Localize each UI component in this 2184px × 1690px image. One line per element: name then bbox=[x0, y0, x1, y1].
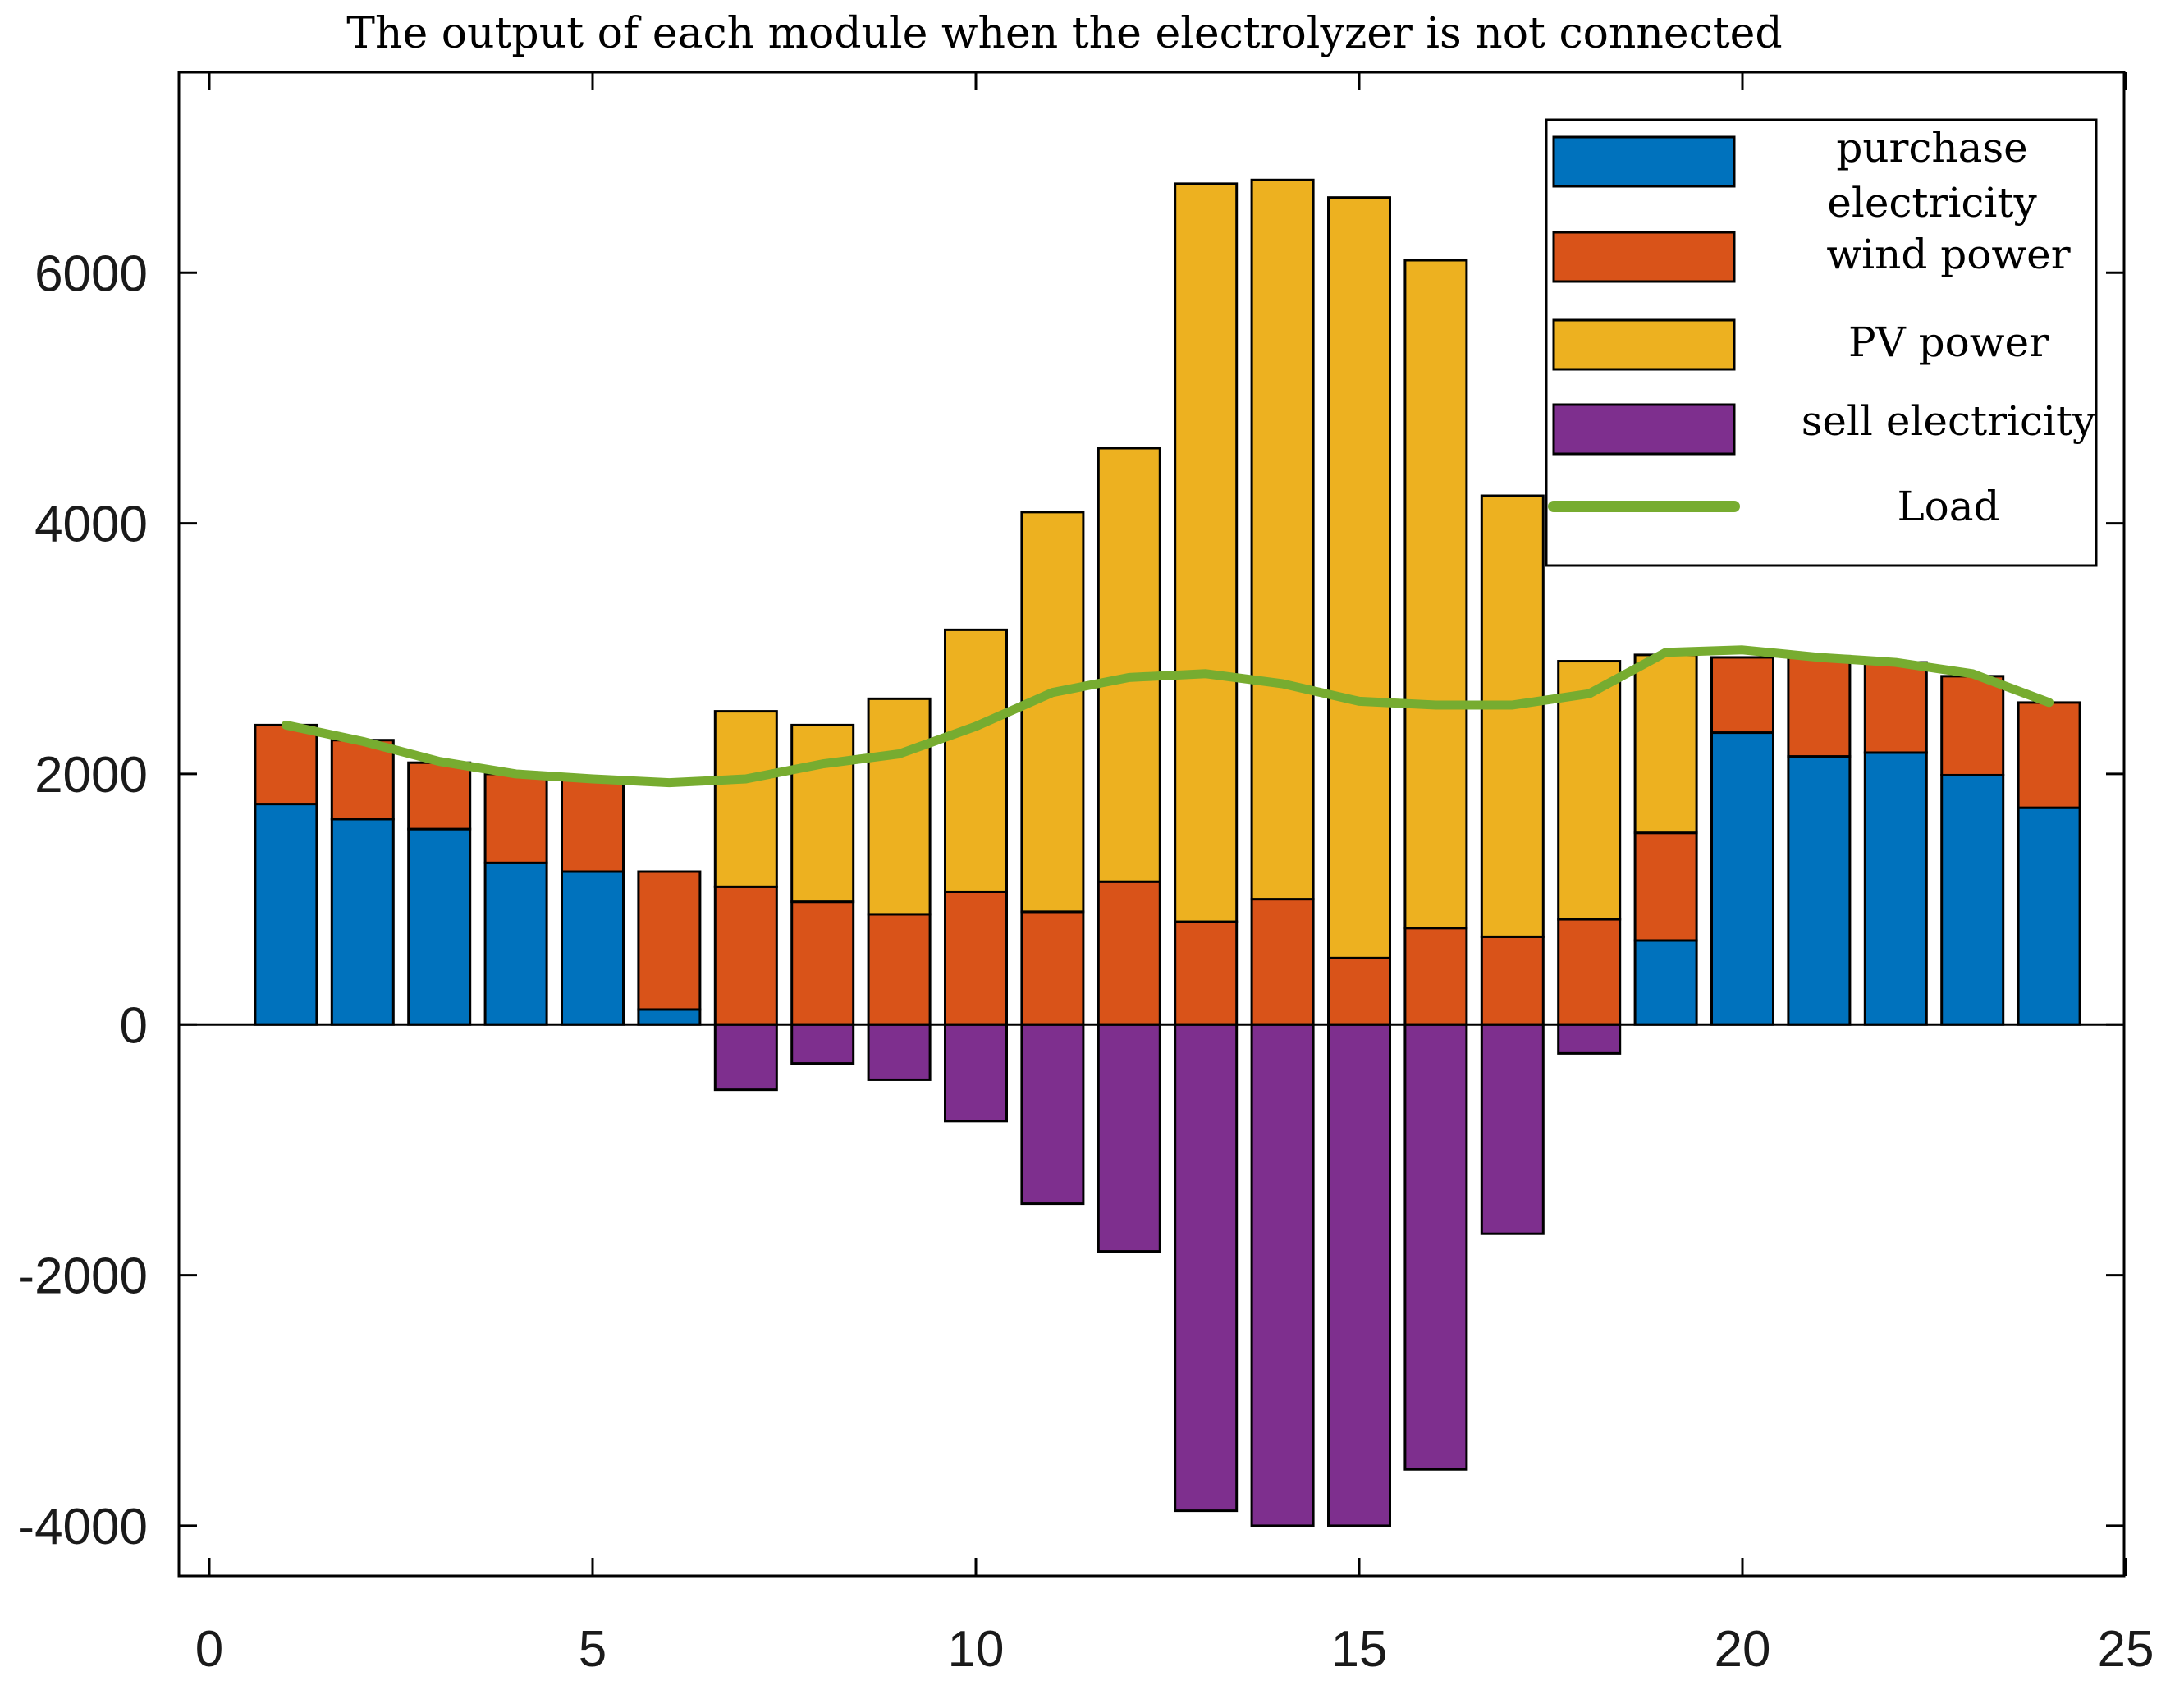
bar-purchase-electricity-2 bbox=[330, 818, 395, 1026]
bar-wind-power-18 bbox=[1557, 918, 1622, 1026]
axes-box bbox=[177, 71, 2126, 1578]
bar-sell-electricity-8 bbox=[790, 1023, 855, 1065]
bar-wind-power-15 bbox=[1327, 956, 1391, 1026]
bar-sell-electricity-13 bbox=[1174, 1023, 1239, 1513]
bar-purchase-electricity-5 bbox=[561, 870, 625, 1026]
bar-wind-power-16 bbox=[1403, 927, 1468, 1026]
bar-PV-power-15 bbox=[1327, 196, 1391, 959]
chart-title: The output of each module when the elect… bbox=[346, 9, 1782, 58]
bar-wind-power-17 bbox=[1480, 935, 1545, 1026]
y-tick-label--2000: -2000 bbox=[17, 1248, 148, 1305]
x-tick-label-20: 20 bbox=[1715, 1621, 1771, 1678]
bar-wind-power-5 bbox=[561, 777, 625, 873]
bar-wind-power-7 bbox=[713, 885, 778, 1026]
bar-purchase-electricity-3 bbox=[407, 827, 472, 1026]
x-tick-label-0: 0 bbox=[195, 1621, 223, 1678]
y-tick-label-0: 0 bbox=[120, 997, 148, 1054]
x-tick-label-5: 5 bbox=[579, 1621, 607, 1678]
bar-sell-electricity-18 bbox=[1557, 1023, 1622, 1055]
bar-purchase-electricity-6 bbox=[637, 1008, 702, 1026]
bar-wind-power-6 bbox=[637, 870, 702, 1011]
bar-wind-power-10 bbox=[944, 890, 1008, 1026]
bar-wind-power-11 bbox=[1020, 910, 1085, 1026]
x-tick-label-15: 15 bbox=[1331, 1621, 1388, 1678]
bar-sell-electricity-17 bbox=[1480, 1023, 1545, 1235]
legend-swatch-purchase-electricity bbox=[1552, 135, 1736, 188]
bar-sell-electricity-7 bbox=[713, 1023, 778, 1092]
bar-PV-power-18 bbox=[1557, 660, 1622, 921]
bar-sell-electricity-10 bbox=[944, 1023, 1008, 1123]
bar-wind-power-23 bbox=[1940, 675, 2005, 776]
bar-PV-power-8 bbox=[790, 723, 855, 904]
bar-purchase-electricity-21 bbox=[1787, 755, 1852, 1026]
y-tick-label--4000: -4000 bbox=[17, 1499, 148, 1555]
bar-wind-power-20 bbox=[1710, 656, 1774, 735]
legend-label-load: Load bbox=[1897, 483, 1999, 530]
bar-sell-electricity-16 bbox=[1403, 1023, 1468, 1471]
bar-sell-electricity-14 bbox=[1250, 1023, 1315, 1527]
bar-purchase-electricity-4 bbox=[483, 861, 548, 1026]
bar-PV-power-13 bbox=[1174, 182, 1239, 923]
bar-wind-power-12 bbox=[1097, 880, 1161, 1026]
bar-purchase-electricity-1 bbox=[254, 803, 318, 1026]
x-tick-label-10: 10 bbox=[948, 1621, 1005, 1678]
bar-wind-power-24 bbox=[2017, 701, 2081, 809]
load-line bbox=[281, 645, 2054, 788]
bars-layer bbox=[254, 178, 2081, 1527]
bar-PV-power-9 bbox=[867, 697, 932, 916]
bar-wind-power-9 bbox=[867, 913, 932, 1026]
y-tick-label-2000: 2000 bbox=[34, 747, 148, 804]
legend-label-purchase-electricity-line1: purchase bbox=[1836, 124, 2027, 172]
legend-label-wind-power: wind power bbox=[1826, 231, 2070, 278]
legend-swatch-sell-electricity bbox=[1552, 403, 1736, 456]
bar-PV-power-10 bbox=[944, 628, 1008, 893]
bar-PV-power-7 bbox=[713, 710, 778, 888]
ticks-layer: 0 5 10 15 20 25 -4000 -2000 0 2000 4000 6000 bbox=[17, 72, 2154, 1678]
bar-PV-power-14 bbox=[1250, 178, 1315, 901]
bar-sell-electricity-9 bbox=[867, 1023, 932, 1081]
legend-label-pv-power: PV power bbox=[1848, 318, 2049, 366]
y-tick-label-6000: 6000 bbox=[34, 245, 148, 302]
bar-PV-power-11 bbox=[1020, 511, 1085, 914]
bar-purchase-electricity-20 bbox=[1710, 731, 1774, 1026]
bar-wind-power-1 bbox=[254, 723, 318, 806]
legend-label-sell-electricity: sell electricity bbox=[1802, 397, 2096, 445]
bar-PV-power-12 bbox=[1097, 447, 1161, 883]
bar-sell-electricity-12 bbox=[1097, 1023, 1161, 1253]
bar-PV-power-19 bbox=[1633, 653, 1698, 835]
bar-purchase-electricity-23 bbox=[1940, 773, 2005, 1026]
bar-wind-power-2 bbox=[330, 739, 395, 821]
bar-purchase-electricity-24 bbox=[2017, 806, 2081, 1026]
bar-wind-power-14 bbox=[1250, 898, 1315, 1026]
legend: purchase electricity wind power PV power… bbox=[1545, 118, 2098, 567]
bar-wind-power-22 bbox=[1863, 661, 1928, 754]
x-tick-label-25: 25 bbox=[2098, 1621, 2154, 1678]
bar-wind-power-8 bbox=[790, 900, 855, 1026]
legend-label-purchase-electricity-line2: electricity bbox=[1827, 179, 2037, 227]
legend-swatch-pv-power bbox=[1552, 318, 1736, 371]
bar-wind-power-13 bbox=[1174, 920, 1239, 1026]
bar-purchase-electricity-19 bbox=[1633, 939, 1698, 1026]
legend-swatch-wind-power bbox=[1552, 231, 1736, 283]
bar-purchase-electricity-22 bbox=[1863, 751, 1928, 1026]
bar-PV-power-16 bbox=[1403, 259, 1468, 930]
bar-sell-electricity-11 bbox=[1020, 1023, 1085, 1206]
bar-wind-power-21 bbox=[1787, 654, 1852, 758]
bar-wind-power-3 bbox=[407, 761, 472, 831]
bar-wind-power-19 bbox=[1633, 831, 1698, 942]
bar-PV-power-17 bbox=[1480, 494, 1545, 938]
bar-sell-electricity-15 bbox=[1327, 1023, 1391, 1527]
y-tick-label-4000: 4000 bbox=[34, 497, 148, 553]
bar-wind-power-4 bbox=[483, 772, 548, 864]
